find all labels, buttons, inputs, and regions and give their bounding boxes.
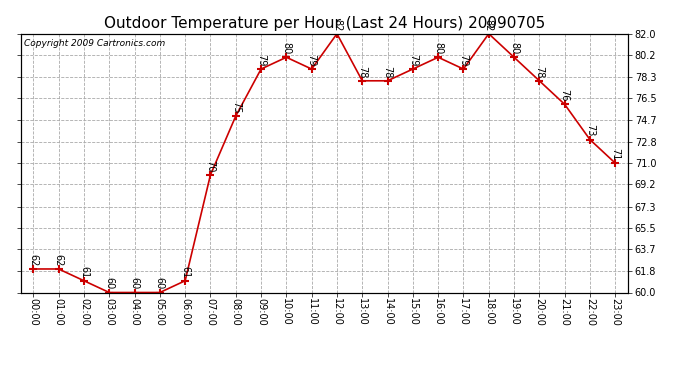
- Text: 71: 71: [610, 148, 620, 160]
- Text: 80: 80: [433, 42, 443, 54]
- Text: 60: 60: [130, 278, 139, 290]
- Text: 78: 78: [382, 66, 393, 78]
- Text: 79: 79: [306, 54, 317, 66]
- Text: 78: 78: [534, 66, 544, 78]
- Text: 61: 61: [180, 266, 190, 278]
- Text: 76: 76: [560, 89, 570, 102]
- Text: 79: 79: [458, 54, 469, 66]
- Title: Outdoor Temperature per Hour (Last 24 Hours) 20090705: Outdoor Temperature per Hour (Last 24 Ho…: [104, 16, 545, 31]
- Text: 82: 82: [332, 19, 342, 31]
- Text: 60: 60: [104, 278, 115, 290]
- Text: 80: 80: [509, 42, 519, 54]
- Text: 61: 61: [79, 266, 89, 278]
- Text: 78: 78: [357, 66, 367, 78]
- Text: 75: 75: [230, 101, 241, 113]
- Text: 62: 62: [54, 254, 63, 266]
- Text: 60: 60: [155, 278, 165, 290]
- Text: Copyright 2009 Cartronics.com: Copyright 2009 Cartronics.com: [23, 39, 165, 48]
- Text: 80: 80: [282, 42, 291, 54]
- Text: 62: 62: [28, 254, 39, 266]
- Text: 79: 79: [256, 54, 266, 66]
- Text: 82: 82: [484, 19, 494, 31]
- Text: 73: 73: [585, 124, 595, 137]
- Text: 70: 70: [206, 160, 215, 172]
- Text: 79: 79: [408, 54, 418, 66]
